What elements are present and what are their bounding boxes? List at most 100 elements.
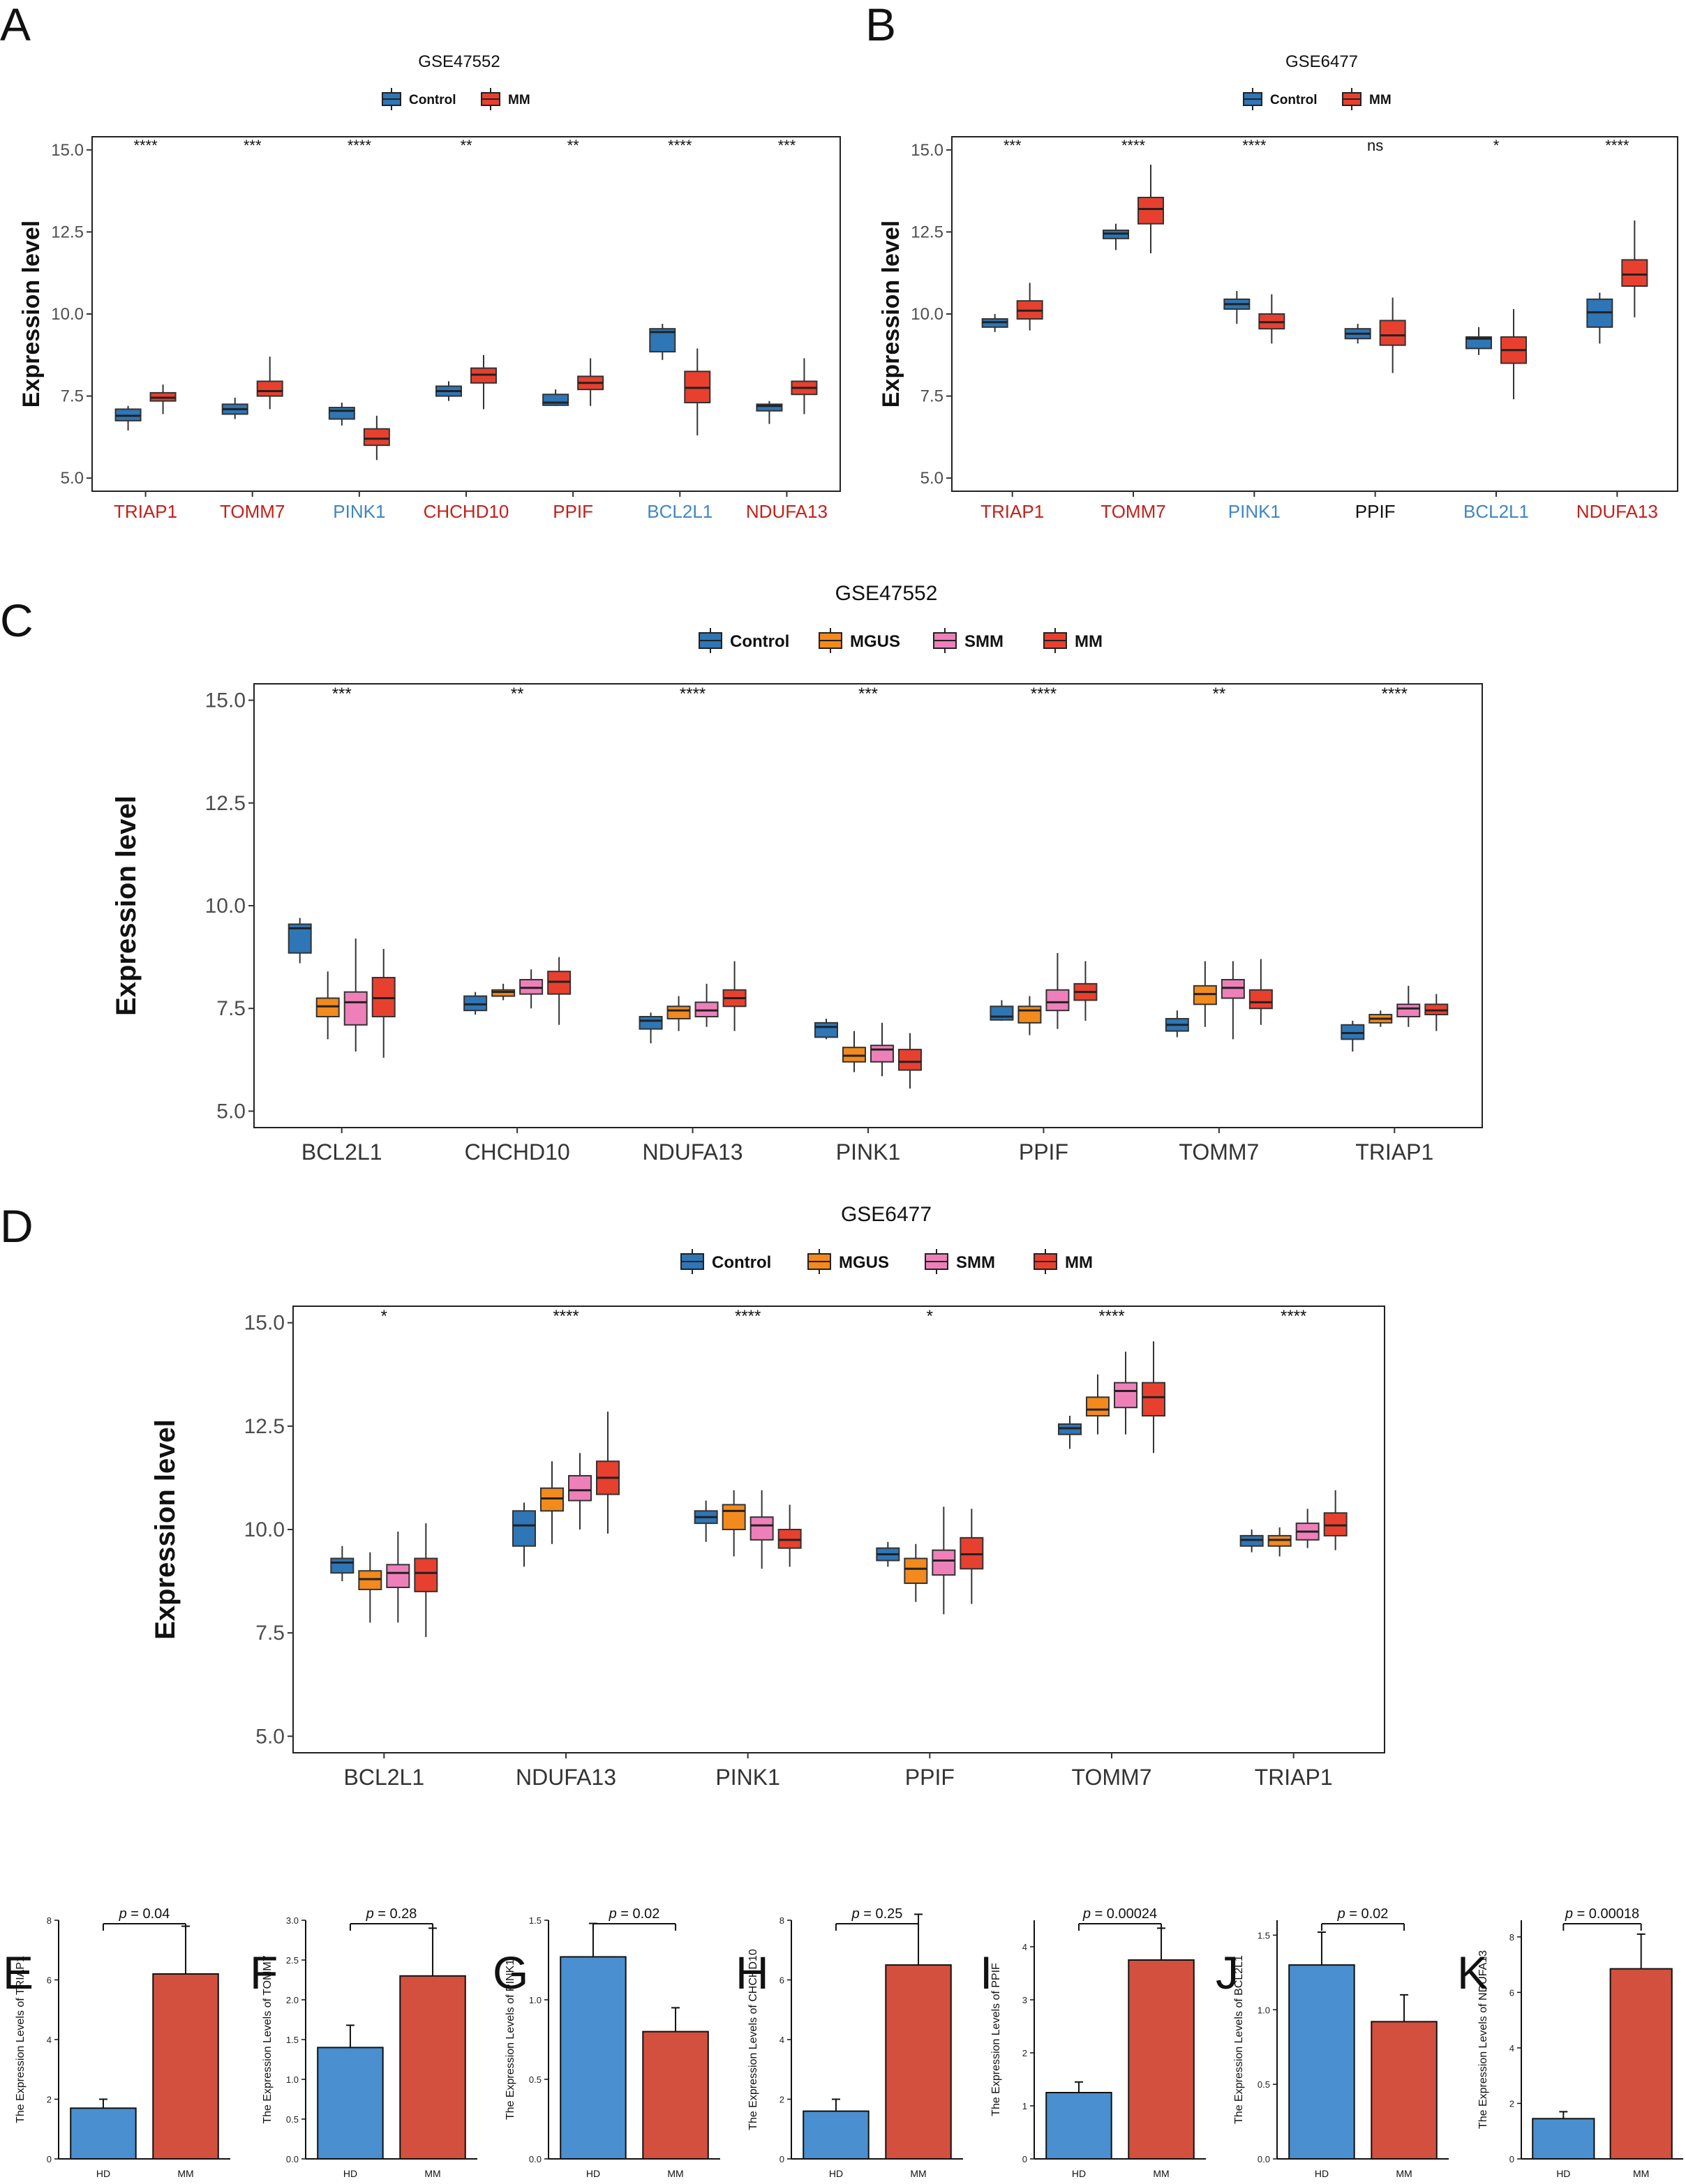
box-smm <box>749 1490 774 1569</box>
panel-letter: I <box>980 1947 992 1998</box>
significance-label: ** <box>511 685 524 703</box>
significance-label: **** <box>1121 137 1146 154</box>
x-tick-label: CHCHD10 <box>424 501 509 522</box>
x-tick-label: CHCHD10 <box>465 1139 570 1165</box>
panel-letter: D <box>0 1200 33 1252</box>
chart-title: GSE6477 <box>1285 52 1358 71</box>
box-mm <box>791 358 818 414</box>
x-tick-label: PPIF <box>905 1765 955 1790</box>
y-tick-label: 8 <box>1509 1932 1514 1943</box>
x-tick-label: MM <box>1153 2168 1169 2179</box>
bar-rect <box>317 2047 384 2160</box>
iqr-box <box>870 1045 894 1063</box>
significance-label: **** <box>1098 1307 1124 1326</box>
x-tick-label: PINK1 <box>836 1139 900 1165</box>
y-tick-label: 15.0 <box>911 141 943 160</box>
iqr-box <box>749 1516 774 1541</box>
iqr-box <box>1396 1003 1421 1018</box>
box-control <box>694 1500 718 1542</box>
box-smm <box>870 1022 894 1077</box>
bar-rect <box>803 2110 870 2160</box>
y-tick-label: 1.0 <box>529 1995 542 2005</box>
y-tick-label: 5.0 <box>61 469 84 488</box>
iqr-box <box>1137 197 1164 225</box>
significance-label: *** <box>858 685 878 703</box>
bar-rect <box>399 1975 466 2160</box>
iqr-box <box>1248 989 1273 1010</box>
x-tick-label: MM <box>1396 2168 1412 2179</box>
box-smm <box>386 1531 410 1623</box>
legend-label: Control <box>409 93 456 107</box>
category-chchd10: CHCHD10 ** <box>463 685 572 1165</box>
box-mm <box>1500 308 1527 400</box>
legend-label: SMM <box>964 632 1004 651</box>
box-control <box>876 1541 900 1567</box>
iqr-box <box>814 1022 838 1038</box>
category-triap1: TRIAP1 *** <box>980 137 1044 522</box>
category-ppif: PPIF ** <box>542 137 604 522</box>
y-tick-label: 5.0 <box>216 1100 246 1123</box>
y-tick-label: 2 <box>779 2095 784 2105</box>
legend-item-smm: SMM <box>925 1249 995 1274</box>
bar-rect <box>642 2030 709 2160</box>
bar-hd: HD <box>317 2024 384 2179</box>
box-smm <box>1045 952 1070 1029</box>
y-tick-label: 0 <box>1509 2154 1514 2164</box>
box-mm <box>1424 994 1449 1031</box>
y-tick-label: 4 <box>1509 2043 1514 2054</box>
box-mm <box>1379 297 1406 373</box>
y-tick-label: 7.5 <box>61 387 84 406</box>
category-tomm7: TOMM7 *** <box>220 137 285 522</box>
y-tick-label: 7.5 <box>255 1622 285 1645</box>
category-triap1: TRIAP1 **** <box>114 137 177 522</box>
chart-title: GSE47552 <box>418 52 500 71</box>
significance-label: **** <box>680 685 706 703</box>
x-tick-label: MM <box>1633 2168 1649 2179</box>
box-mgus <box>1086 1374 1110 1435</box>
legend-label: SMM <box>956 1253 995 1272</box>
significance-label: **** <box>668 137 692 154</box>
bar-hd: HD <box>560 1922 627 2179</box>
x-tick-label: BCL2L1 <box>301 1139 382 1165</box>
box-control <box>639 1012 663 1044</box>
significance-label: ** <box>567 137 580 154</box>
y-axis-label: Expression level <box>111 795 142 1016</box>
box-mm <box>722 961 747 1031</box>
iqr-box <box>414 1557 438 1592</box>
y-axis-label: The Expression Levels of CHCHD10 <box>747 1949 759 2130</box>
x-tick-label: MM <box>667 2168 683 2179</box>
bar-rect <box>1371 2021 1438 2160</box>
x-tick-label: PPIF <box>1355 501 1396 522</box>
box-control <box>512 1502 536 1567</box>
x-tick-label: HD <box>343 2168 357 2179</box>
x-tick-label: HD <box>1315 2168 1329 2179</box>
y-tick-label: 7.5 <box>920 387 943 406</box>
x-tick-label: HD <box>829 2168 843 2179</box>
significance-label: ** <box>1213 685 1226 703</box>
category-tomm7: TOMM7 **** <box>1101 137 1165 522</box>
x-tick-label: HD <box>1072 2168 1086 2179</box>
x-tick-label: PINK1 <box>1228 501 1281 522</box>
category-ndufa13: NDUFA13 *** <box>746 137 828 522</box>
category-chchd10: CHCHD10 ** <box>424 137 509 522</box>
bar-hd: HD <box>1288 1931 1355 2179</box>
plot-frame <box>253 683 1483 1128</box>
box-control <box>1344 324 1371 344</box>
bar-hd: HD <box>803 2098 870 2179</box>
significance-label: **** <box>348 137 372 154</box>
legend-label: Control <box>1270 93 1318 107</box>
box-control <box>288 918 312 964</box>
x-tick-label: TOMM7 <box>1179 1139 1259 1165</box>
y-tick-label: 4 <box>1022 1942 1027 1952</box>
iqr-box <box>1621 259 1648 287</box>
bar-rect <box>1288 1964 1355 2160</box>
x-tick-label: BCL2L1 <box>1463 501 1529 522</box>
box-mm <box>256 357 283 410</box>
category-ppif: PPIF ns <box>1344 137 1406 522</box>
category-triap1: TRIAP1 **** <box>1341 685 1449 1165</box>
significance-label: * <box>381 1307 387 1326</box>
y-tick-label: 15.0 <box>244 1312 285 1335</box>
x-tick-label: PPIF <box>553 501 593 522</box>
bar-rect <box>70 2107 137 2160</box>
box-mgus <box>1017 996 1042 1035</box>
